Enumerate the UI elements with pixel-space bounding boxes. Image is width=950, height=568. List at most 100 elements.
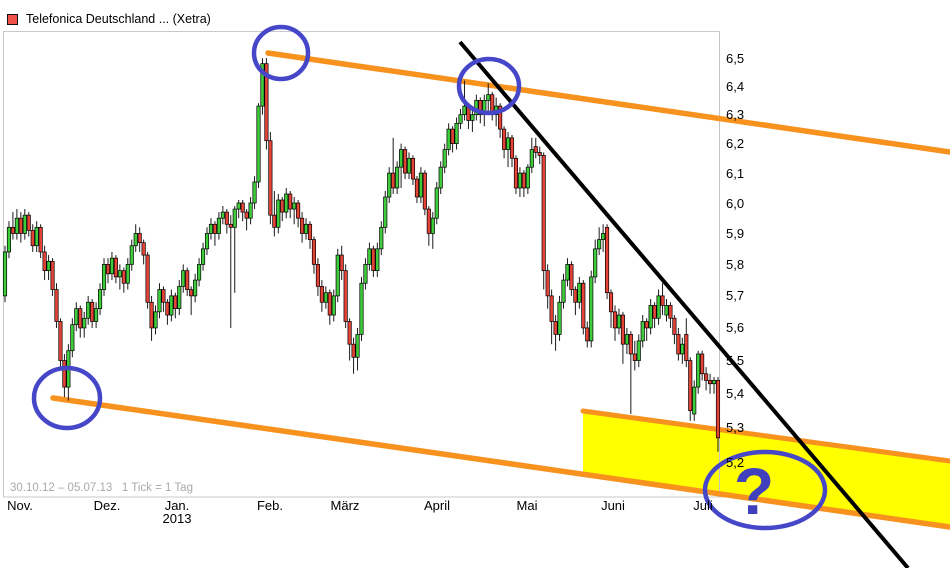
candle bbox=[268, 132, 273, 225]
candle bbox=[70, 318, 75, 358]
candle bbox=[319, 280, 324, 312]
candle bbox=[426, 206, 431, 246]
y-axis-label: 6,2 bbox=[726, 136, 745, 152]
candle bbox=[181, 264, 186, 293]
candle bbox=[541, 152, 546, 290]
x-axis-label: Dez. bbox=[93, 498, 121, 513]
candle bbox=[438, 161, 443, 194]
candle bbox=[565, 258, 570, 287]
highlight-circles-layer bbox=[31, 24, 828, 531]
candle bbox=[597, 227, 602, 256]
candle bbox=[90, 299, 95, 328]
candle bbox=[652, 302, 657, 328]
series-color-swatch bbox=[7, 13, 18, 25]
candle bbox=[371, 245, 376, 277]
candle bbox=[644, 318, 649, 341]
candle bbox=[692, 380, 697, 421]
candle bbox=[260, 58, 265, 115]
candle bbox=[577, 276, 582, 309]
candle bbox=[628, 331, 633, 415]
x-axis-label: Feb. bbox=[256, 498, 283, 513]
y-axis-label: 5,6 bbox=[726, 320, 745, 336]
candle bbox=[711, 377, 717, 394]
candle bbox=[395, 161, 400, 194]
candle bbox=[355, 327, 360, 371]
candle bbox=[339, 245, 344, 281]
candle bbox=[458, 108, 463, 130]
candle bbox=[375, 242, 380, 277]
candle bbox=[307, 221, 313, 249]
y-axis-label: 5,8 bbox=[726, 256, 745, 272]
candle bbox=[311, 236, 317, 274]
candle bbox=[101, 258, 107, 296]
candle bbox=[137, 227, 142, 252]
candle bbox=[82, 311, 87, 338]
candle bbox=[98, 283, 103, 316]
candle bbox=[533, 137, 538, 159]
candle bbox=[553, 315, 558, 351]
candle bbox=[94, 302, 99, 328]
y-axis-label: 5,3 bbox=[726, 420, 745, 436]
candle bbox=[648, 299, 653, 335]
candle bbox=[236, 200, 241, 219]
candle bbox=[105, 258, 111, 284]
candle bbox=[121, 267, 126, 293]
candle bbox=[688, 357, 693, 421]
candle bbox=[668, 302, 673, 328]
candle bbox=[125, 258, 130, 290]
candle bbox=[113, 255, 118, 284]
candle bbox=[78, 305, 83, 338]
candle bbox=[513, 155, 519, 194]
candle bbox=[700, 350, 705, 381]
x-axis-label: Mai bbox=[516, 498, 538, 513]
candles-layer bbox=[2, 58, 721, 452]
candle bbox=[537, 146, 542, 165]
candle bbox=[331, 289, 336, 322]
candle bbox=[157, 283, 162, 319]
candle bbox=[490, 91, 495, 121]
candle bbox=[66, 344, 71, 401]
candle bbox=[509, 134, 515, 168]
candle bbox=[18, 212, 23, 243]
candle bbox=[696, 350, 701, 394]
highlight-circle bbox=[31, 365, 103, 431]
x-axis-label: Juni bbox=[601, 498, 625, 513]
candle bbox=[288, 190, 293, 219]
candle bbox=[173, 292, 178, 319]
candle bbox=[109, 251, 114, 281]
candle bbox=[62, 353, 67, 398]
target-zone-top-edge bbox=[580, 408, 950, 464]
x-axis-label: Nov. bbox=[7, 498, 33, 513]
x-axis-label: März bbox=[330, 498, 360, 513]
candle bbox=[276, 193, 281, 234]
candle bbox=[216, 212, 221, 240]
candle bbox=[605, 224, 610, 300]
highlight-circle bbox=[702, 449, 828, 531]
candle bbox=[505, 132, 511, 168]
candle bbox=[54, 283, 59, 328]
candle bbox=[573, 286, 578, 316]
candle bbox=[529, 137, 534, 174]
question-mark-annotation: ? bbox=[734, 454, 774, 528]
candle bbox=[406, 152, 412, 180]
candle bbox=[442, 143, 447, 174]
candle bbox=[715, 377, 721, 452]
breakdown-line-layer bbox=[458, 40, 910, 568]
candle bbox=[149, 295, 154, 341]
candle bbox=[343, 264, 348, 328]
target-zone bbox=[583, 411, 950, 527]
candle bbox=[300, 212, 305, 243]
y-axis-label: 5,4 bbox=[726, 386, 745, 402]
candle bbox=[212, 221, 217, 246]
candle bbox=[296, 200, 301, 228]
trendline-layer bbox=[50, 50, 950, 530]
candle bbox=[632, 340, 637, 371]
candle bbox=[34, 221, 39, 252]
candle bbox=[185, 267, 190, 296]
candle bbox=[593, 239, 598, 284]
candle bbox=[422, 170, 427, 216]
candle bbox=[303, 218, 309, 240]
candle bbox=[517, 167, 522, 197]
candle bbox=[359, 276, 364, 341]
y-axis-label: 6,5 bbox=[726, 50, 745, 66]
